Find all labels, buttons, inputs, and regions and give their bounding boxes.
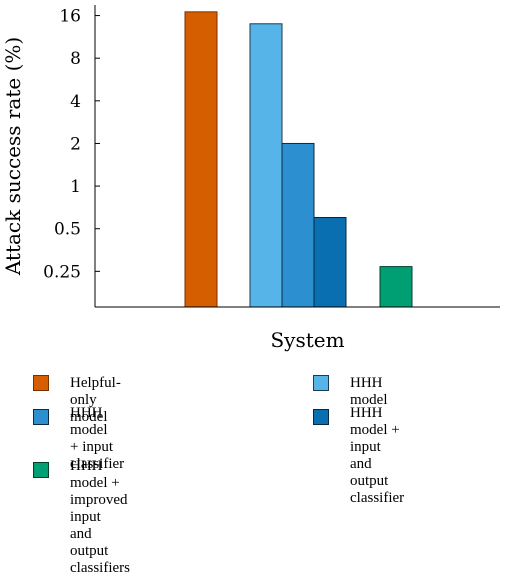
y-tick-label: 16 [59, 7, 81, 27]
y-tick-label: 8 [70, 49, 81, 69]
legend-swatch [33, 375, 49, 391]
y-tick-label: 1 [70, 177, 81, 197]
y-tick-label: 2 [70, 134, 81, 154]
legend-swatch [33, 409, 49, 425]
y-tick-label: 0.5 [54, 220, 81, 240]
bar [249, 23, 283, 308]
bar [281, 142, 315, 308]
legend-label: HHH model + improved input and output cl… [70, 458, 130, 576]
legend-label: HHH model [350, 375, 388, 408]
legend-label: HHH model + input classifier [70, 405, 125, 472]
bar [379, 266, 413, 308]
legend-swatch [313, 375, 329, 391]
y-tick-label: 0.25 [43, 262, 81, 282]
legend-label: HHH model + input and output classifier [350, 405, 405, 506]
bar-group [184, 11, 413, 308]
legend-swatch [33, 462, 49, 478]
legend-swatch [313, 409, 329, 425]
legend-label: Helpful-only model [70, 375, 121, 425]
y-tick-label: 4 [70, 92, 81, 112]
y-axis-ticks: 0.25 0.5 1 2 4 8 16 [43, 7, 100, 282]
attack-success-chart: 0.25 0.5 1 2 4 8 16 Attack success rate (%) Sy… [1, 5, 500, 352]
y-axis-label: Attack success rate (%) [1, 37, 25, 276]
x-axis-label: System [270, 328, 344, 352]
bar [184, 11, 218, 308]
bar [313, 216, 347, 308]
